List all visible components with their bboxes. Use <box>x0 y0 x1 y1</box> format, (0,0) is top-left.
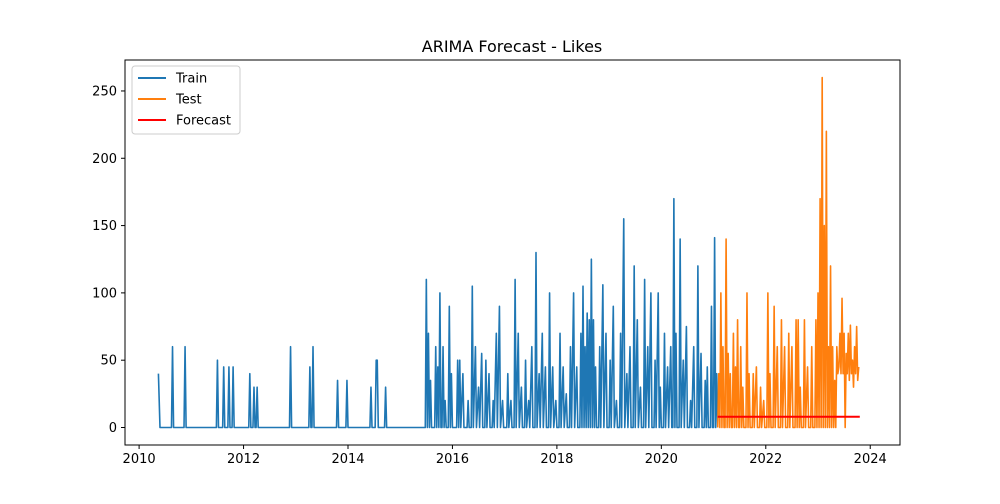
series-line-test <box>716 76 860 429</box>
legend-label-test: Test <box>175 93 202 108</box>
plot-frame <box>124 59 901 446</box>
x-axis: 2010 2012 2014 2016 2018 2020 2022 2024 <box>123 445 887 467</box>
series-layer <box>157 76 860 429</box>
x-tick-label: 2018 <box>540 452 573 467</box>
y-tick-label: 50 <box>100 354 117 369</box>
y-tick-label: 200 <box>92 152 117 167</box>
series-line-train <box>157 197 719 429</box>
x-tick-label: 2022 <box>749 452 782 467</box>
legend-label-train: Train <box>175 72 207 87</box>
y-tick-label: 150 <box>92 219 117 234</box>
legend-box <box>131 65 241 135</box>
chart-title: ARIMA Forecast - Likes <box>422 37 603 56</box>
legend-label-forecast: Forecast <box>176 114 231 129</box>
y-tick-label: 250 <box>92 84 117 99</box>
y-tick-label: 100 <box>92 286 117 301</box>
y-axis: 0 50 100 150 200 250 <box>92 84 125 436</box>
x-tick-label: 2020 <box>645 452 678 467</box>
y-tick-label: 0 <box>109 421 117 436</box>
x-tick-label: 2016 <box>436 452 469 467</box>
x-tick-label: 2014 <box>331 452 364 467</box>
x-tick-label: 2010 <box>123 452 156 467</box>
x-tick-label: 2024 <box>854 452 887 467</box>
legend: Train Test Forecast <box>131 65 241 135</box>
x-tick-label: 2012 <box>227 452 260 467</box>
